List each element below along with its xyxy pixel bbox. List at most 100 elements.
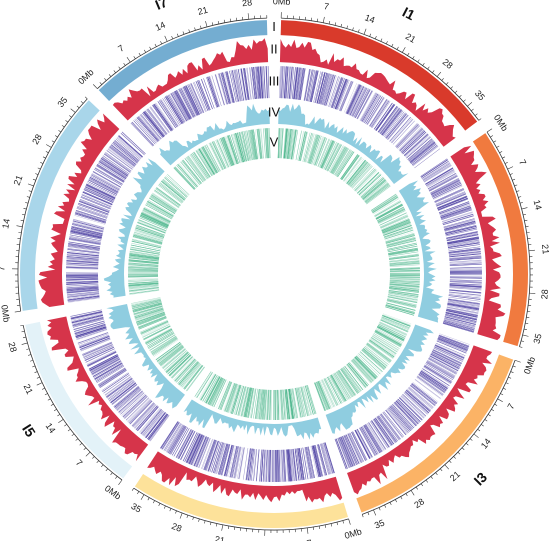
tick-mark bbox=[45, 393, 48, 394]
tick-mark bbox=[512, 179, 515, 180]
tick-mark bbox=[520, 202, 523, 203]
tick-mark bbox=[335, 22, 336, 25]
tick-mark bbox=[319, 526, 320, 529]
tick-label-i2: 7 bbox=[517, 158, 528, 167]
tick-mark bbox=[119, 67, 121, 69]
tick-mark bbox=[248, 13, 249, 19]
tick-mark bbox=[118, 480, 122, 485]
tick-mark bbox=[205, 21, 207, 27]
tick-label-i5: 7 bbox=[74, 458, 85, 469]
tick-mark bbox=[467, 102, 472, 106]
tick-mark bbox=[228, 526, 229, 529]
heatmap-line-iii bbox=[381, 109, 400, 134]
tick-mark bbox=[20, 325, 23, 326]
tick-mark bbox=[490, 136, 493, 138]
tick-mark bbox=[516, 191, 519, 192]
tick-mark bbox=[397, 47, 398, 50]
tick-mark bbox=[22, 343, 28, 345]
tick-mark bbox=[111, 473, 113, 475]
tick-mark bbox=[431, 476, 433, 478]
tick-mark bbox=[395, 499, 396, 502]
tick-mark bbox=[498, 399, 503, 402]
tick-mark bbox=[471, 109, 473, 111]
tick-label-i2: 21 bbox=[540, 244, 550, 255]
tick-mark bbox=[84, 448, 86, 450]
tick-label-i6: 0Mb bbox=[0, 304, 12, 323]
tick-label-i5: 28 bbox=[6, 341, 18, 353]
tick-mark bbox=[524, 329, 527, 330]
tick-mark bbox=[503, 388, 506, 389]
tick-mark bbox=[449, 461, 451, 463]
tick-mark bbox=[402, 47, 405, 52]
tick-mark bbox=[144, 50, 146, 53]
tick-mark bbox=[446, 82, 448, 84]
tick-mark bbox=[150, 47, 151, 50]
tick-mark bbox=[76, 439, 78, 441]
tick-mark bbox=[97, 461, 99, 463]
heatmap-line-v bbox=[212, 142, 225, 169]
heatmap-line-v bbox=[188, 156, 206, 180]
tick-mark bbox=[522, 208, 528, 210]
heatmap-line-iii bbox=[422, 162, 449, 179]
tick-mark bbox=[500, 393, 503, 394]
tick-label-i3: 7 bbox=[505, 402, 516, 411]
heatmap-line-iii bbox=[325, 442, 334, 473]
heatmap-line-v bbox=[128, 271, 158, 272]
tick-mark bbox=[379, 507, 380, 510]
tick-mark bbox=[325, 525, 326, 528]
tick-label-i2: 14 bbox=[532, 199, 544, 211]
histogram-iv-i1 bbox=[278, 104, 408, 184]
tick-mark bbox=[101, 465, 103, 467]
tick-mark bbox=[375, 36, 376, 39]
tick-mark bbox=[526, 226, 529, 227]
tick-mark bbox=[137, 491, 139, 494]
tick-mark bbox=[436, 473, 438, 475]
tick-label-i7: 21 bbox=[197, 5, 209, 17]
tick-mark bbox=[210, 522, 211, 525]
tick-mark bbox=[230, 19, 231, 22]
tick-mark bbox=[28, 355, 31, 356]
tick-mark bbox=[317, 19, 318, 22]
tick-mark bbox=[331, 524, 332, 527]
tick-mark bbox=[180, 513, 182, 519]
tick-mark bbox=[423, 63, 425, 65]
tick-mark bbox=[37, 377, 40, 378]
tick-mark bbox=[71, 109, 76, 113]
tick-mark bbox=[442, 78, 444, 80]
tick-mark bbox=[475, 114, 477, 116]
tick-mark bbox=[29, 191, 32, 192]
tick-mark bbox=[170, 508, 171, 511]
tick-mark bbox=[508, 377, 511, 378]
tick-mark bbox=[124, 63, 126, 65]
tick-mark bbox=[26, 349, 29, 350]
tick-label-i1: 35 bbox=[473, 88, 487, 102]
tick-mark bbox=[497, 146, 500, 147]
tick-mark bbox=[15, 311, 21, 312]
tick-mark bbox=[515, 360, 521, 362]
tick-mark bbox=[52, 141, 55, 143]
tick-mark bbox=[199, 519, 200, 522]
tick-mark bbox=[323, 17, 324, 23]
tick-mark bbox=[77, 106, 79, 108]
tick-mark bbox=[212, 22, 213, 25]
tick-label-i4: 0Mb bbox=[343, 526, 363, 541]
tick-mark bbox=[337, 522, 338, 525]
tick-mark bbox=[37, 383, 42, 386]
tick-mark bbox=[495, 404, 498, 406]
track-v-heatmap bbox=[128, 128, 420, 420]
tick-mark bbox=[33, 179, 36, 180]
tick-mark bbox=[432, 70, 434, 72]
tick-mark bbox=[55, 136, 58, 138]
tick-label-i5: 14 bbox=[44, 421, 58, 435]
tick-label-i4: 28 bbox=[170, 521, 183, 534]
tick-mark bbox=[42, 388, 45, 389]
tick-mark bbox=[106, 469, 108, 471]
tick-mark bbox=[506, 383, 509, 384]
heatmap-line-iii bbox=[257, 449, 260, 481]
tick-mark bbox=[362, 514, 363, 517]
tick-label-i1: 21 bbox=[404, 31, 418, 45]
tick-mark bbox=[347, 26, 348, 29]
tick-mark bbox=[478, 429, 480, 431]
heatmap-line-v bbox=[382, 315, 410, 326]
tick-label-i7: 7 bbox=[116, 43, 126, 54]
